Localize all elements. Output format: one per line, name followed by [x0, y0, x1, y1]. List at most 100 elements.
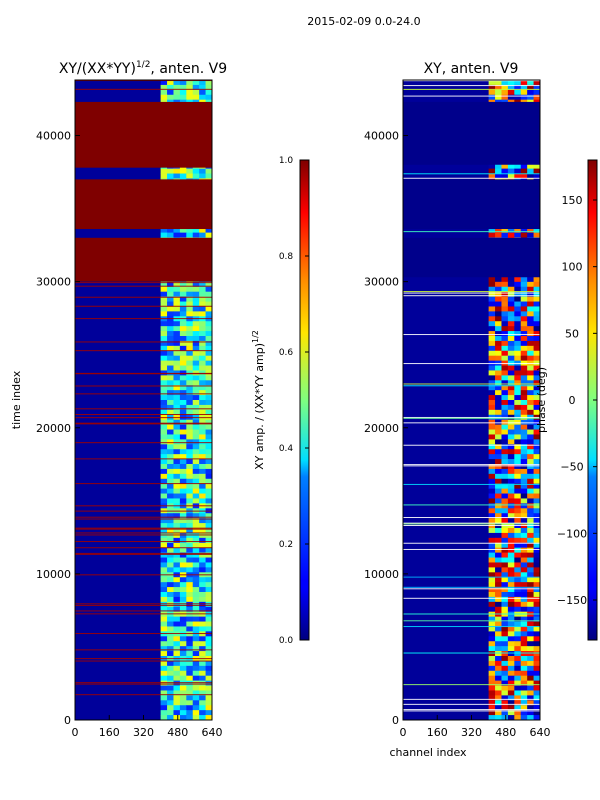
heatmap-cell: [501, 695, 509, 701]
heatmap-cell: [527, 690, 534, 696]
heatmap-cell: [495, 400, 502, 406]
heatmap-cell: [495, 631, 502, 637]
heatmap-streak: [403, 517, 540, 519]
heatmap-cell: [507, 636, 515, 642]
heatmap-cell: [199, 89, 206, 96]
heatmap-cell: [205, 488, 212, 494]
heatmap-cell: [199, 582, 206, 588]
heatmap-cell: [199, 695, 206, 701]
heatmap-cell: [186, 424, 194, 430]
heatmap-cell: [495, 626, 502, 632]
heatmap-cell: [173, 296, 181, 302]
heatmap-cell: [501, 596, 509, 603]
heatmap-cell: [173, 532, 181, 539]
heatmap-cell: [514, 690, 522, 696]
heatmap-cell: [495, 449, 502, 455]
heatmap-cell: [179, 705, 187, 711]
left-y-axis-label: time index: [10, 370, 23, 429]
heatmap-cell: [507, 163, 515, 170]
heatmap-cell: [520, 646, 528, 652]
heatmap-cell: [495, 168, 502, 174]
heatmap-cell: [507, 537, 515, 544]
heatmap-cell: [527, 488, 534, 494]
heatmap-cell: [179, 311, 187, 317]
heatmap-streak: [75, 527, 212, 529]
heatmap-cell: [167, 606, 174, 613]
heatmap-cell: [205, 670, 212, 677]
heatmap-streak: [75, 80, 212, 82]
heatmap-cell: [179, 350, 187, 357]
heatmap-cell: [488, 592, 496, 598]
heatmap-cell: [520, 276, 528, 283]
heatmap-cell: [205, 286, 212, 293]
heatmap-cell: [501, 705, 509, 711]
heatmap-cell: [520, 80, 528, 86]
heatmap-cell: [514, 468, 522, 475]
heatmap-cell: [533, 621, 540, 627]
heatmap-cell: [173, 321, 181, 327]
heatmap-cell: [205, 636, 212, 642]
heatmap-cell: [520, 400, 528, 406]
heatmap-cell: [514, 94, 522, 101]
heatmap-cell: [160, 636, 168, 642]
heatmap-cell: [160, 444, 168, 450]
heatmap-cell: [527, 306, 534, 312]
heatmap-cell: [173, 473, 181, 480]
heatmap-cell: [495, 444, 502, 450]
heatmap-cell: [495, 508, 502, 514]
heatmap-cell: [186, 434, 194, 440]
heatmap-cell: [488, 641, 496, 647]
heatmap-cell: [167, 336, 174, 342]
heatmap-cell: [167, 690, 174, 696]
heatmap-cell: [179, 168, 187, 174]
heatmap-cell: [199, 552, 206, 558]
heatmap-cell: [160, 286, 168, 293]
heatmap-cell: [495, 542, 502, 549]
heatmap-cell: [514, 631, 522, 637]
heatmap-cell: [520, 291, 528, 298]
heatmap-cell: [173, 675, 181, 682]
heatmap-cell: [199, 291, 206, 298]
heatmap-cell: [501, 488, 509, 494]
heatmap-cell: [205, 665, 212, 672]
heatmap-cell: [167, 227, 174, 234]
heatmap-cell: [186, 542, 194, 549]
heatmap-cell: [488, 528, 496, 534]
heatmap-cell: [173, 232, 181, 238]
heatmap-cell: [167, 311, 174, 317]
heatmap-cell: [160, 621, 168, 627]
heatmap-cell: [501, 449, 509, 455]
heatmap-cell: [514, 301, 522, 307]
heatmap-cell: [520, 508, 528, 514]
heatmap-cell: [514, 473, 522, 480]
heatmap-cell: [160, 311, 168, 317]
heatmap-cell: [199, 636, 206, 642]
heatmap-cell: [533, 424, 540, 430]
heatmap-cell: [199, 404, 206, 411]
heatmap-cell: [186, 582, 194, 588]
heatmap-cell: [488, 498, 496, 504]
heatmap-cell: [501, 601, 509, 608]
heatmap-cell: [514, 567, 522, 573]
heatmap-cell: [199, 331, 206, 337]
heatmap-cell: [186, 286, 194, 293]
heatmap-cell: [533, 705, 540, 711]
heatmap-cell: [205, 473, 212, 480]
heatmap-cell: [501, 537, 509, 544]
heatmap-cell: [167, 301, 174, 307]
heatmap-cell: [507, 168, 515, 174]
heatmap-cell: [507, 80, 515, 86]
heatmap-cell: [514, 409, 522, 416]
heatmap-cell: [501, 616, 509, 622]
heatmap-cell: [186, 336, 194, 342]
heatmap-streak: [403, 522, 540, 524]
heatmap-cell: [520, 567, 528, 573]
heatmap-streak: [75, 483, 212, 485]
low-band: [403, 237, 540, 278]
heatmap-cell: [160, 449, 168, 455]
heatmap-cell: [160, 409, 168, 416]
heatmap-cell: [192, 651, 200, 657]
heatmap-cell: [501, 646, 509, 652]
heatmap-cell: [520, 444, 528, 450]
